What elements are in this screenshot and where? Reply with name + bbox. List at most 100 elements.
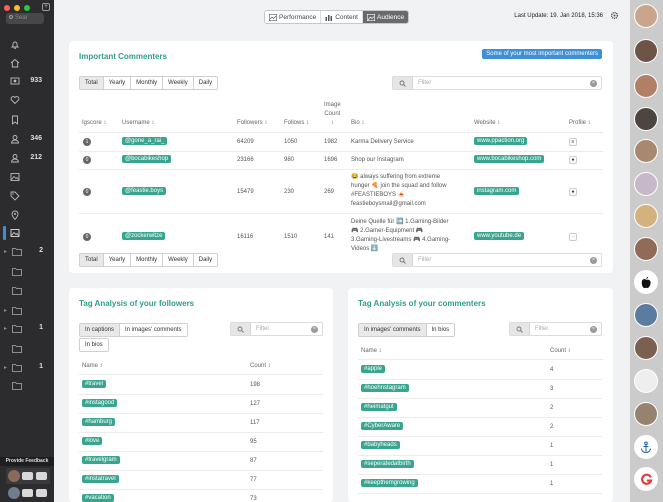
period-yearly[interactable]: Yearly [103, 77, 132, 89]
users-icon[interactable] [9, 133, 21, 144]
avatar[interactable] [634, 369, 658, 393]
home-icon[interactable] [9, 57, 21, 68]
hashtag[interactable]: #travelgram [82, 456, 120, 464]
period-total[interactable]: Total [80, 77, 104, 89]
option-in-images-comments[interactable]: In images' comments [120, 324, 187, 336]
period-daily[interactable]: Daily [193, 254, 218, 266]
avatar[interactable] [634, 237, 658, 261]
col-website[interactable]: Website ↕ [474, 120, 501, 126]
website-link[interactable]: www.ppaction.org [474, 137, 528, 145]
commenters-tag-filter-input[interactable]: Filter × [509, 322, 602, 336]
hashtag[interactable]: #seperatedatbirth [361, 460, 414, 468]
option-in-captions[interactable]: In captions [80, 324, 121, 336]
col-count[interactable]: Count ↕ [250, 363, 271, 369]
gear-icon[interactable] [610, 11, 619, 20]
provide-feedback-button[interactable]: Provide Feedback [0, 457, 54, 466]
hashtag[interactable]: #CyberAware [361, 422, 404, 430]
sidebar-search-input[interactable]: Sear [6, 13, 44, 24]
option-in-images-comments[interactable]: In images' comments [359, 324, 427, 336]
apple-icon[interactable] [634, 270, 658, 294]
hashtag[interactable]: #instatravel [82, 475, 119, 483]
profile-icon[interactable]: ≡ [569, 138, 577, 146]
hashtag[interactable]: #instagood [82, 399, 118, 407]
tab-content[interactable]: Content [321, 11, 363, 23]
folder-item[interactable]: ▸ 1 [4, 363, 43, 372]
username-tag[interactable]: @gone_a_rai_ [122, 137, 168, 145]
image-icon[interactable] [9, 171, 21, 182]
profile-icon[interactable]: ● [569, 156, 577, 164]
col-name[interactable]: Name ↕ [361, 348, 382, 354]
avatar[interactable] [634, 4, 658, 28]
option-in-bios[interactable]: In bios [426, 324, 455, 336]
hashtag[interactable]: #apple [361, 365, 386, 373]
followers-tag-filter-input[interactable]: Filter × [230, 322, 323, 336]
photos-icon[interactable] [9, 75, 21, 86]
folder-item[interactable] [4, 343, 52, 354]
hashtag[interactable]: #vacation [82, 494, 114, 502]
folder-item[interactable]: ▸ [4, 305, 52, 316]
avatar[interactable] [634, 336, 658, 360]
brand-g-icon[interactable] [634, 467, 658, 491]
period-weekly[interactable]: Weekly [163, 254, 194, 266]
tab-performance[interactable]: Performance [265, 11, 322, 23]
avatar[interactable] [634, 74, 658, 98]
period-yearly[interactable]: Yearly [103, 254, 132, 266]
account-item[interactable] [6, 468, 50, 484]
col-bio[interactable]: Bio ↕ [351, 120, 365, 126]
col-count[interactable]: Count ↕ [550, 348, 571, 354]
period-weekly[interactable]: Weekly [163, 77, 194, 89]
location-icon[interactable] [9, 209, 21, 220]
minimize-window-button[interactable] [14, 5, 20, 11]
profile-icon[interactable]: ● [569, 188, 577, 196]
tab-audience[interactable]: Audience [363, 11, 409, 23]
col-profile[interactable]: Profile ↕ [569, 120, 591, 126]
period-monthly[interactable]: Monthly [131, 254, 164, 266]
zoom-window-button[interactable] [24, 5, 30, 11]
avatar[interactable] [634, 204, 658, 228]
account-item[interactable] [6, 485, 50, 501]
avatar[interactable] [634, 402, 658, 426]
website-link[interactable]: www.bocabikeshop.com [474, 155, 545, 163]
avatar[interactable] [634, 39, 658, 63]
folder-item[interactable] [4, 266, 52, 277]
clear-filter-icon[interactable]: × [590, 257, 597, 264]
period-monthly[interactable]: Monthly [131, 77, 164, 89]
profile-icon[interactable]: ○ [569, 233, 577, 241]
add-account-button[interactable]: + [42, 3, 50, 11]
hashtag[interactable]: #heimatgut [361, 403, 397, 411]
folder-item[interactable] [4, 285, 52, 296]
avatar[interactable] [634, 303, 658, 327]
hashtag[interactable]: #love [82, 437, 103, 445]
col-igscore[interactable]: Igscore ↕ [82, 120, 107, 126]
col-followers[interactable]: Followers ↕ [237, 120, 268, 126]
avatar[interactable] [634, 139, 658, 163]
close-window-button[interactable] [4, 5, 10, 11]
avatar[interactable] [634, 172, 658, 196]
hashtag[interactable]: #babyheads [361, 441, 400, 449]
commenters-filter-input[interactable]: Filter × [392, 76, 602, 90]
hashtag[interactable]: #hamburg [82, 418, 116, 426]
username-tag[interactable]: @zockerwitze [122, 232, 166, 240]
username-tag[interactable]: @bocabikeshop [122, 155, 172, 163]
bell-icon[interactable] [9, 39, 21, 50]
folder-item[interactable]: ▸ 1 [4, 324, 43, 333]
hashtag[interactable]: #travel [82, 380, 107, 388]
bookmark-icon[interactable] [9, 114, 21, 125]
audience-nav-icon[interactable] [9, 227, 21, 238]
hashtag[interactable]: #hoehnstagram [361, 384, 409, 392]
avatar[interactable] [634, 107, 658, 131]
period-total[interactable]: Total [80, 254, 104, 266]
col-name[interactable]: Name ↕ [82, 363, 103, 369]
col-image-count[interactable]: Image Count ↕ [324, 102, 341, 126]
option-in-bios[interactable]: In bios [80, 339, 108, 351]
col-follows[interactable]: Follows ↕ [284, 120, 310, 126]
follow-icon[interactable] [9, 152, 21, 163]
folder-item[interactable] [4, 380, 52, 391]
important-commenters-button[interactable]: Some of your most important commenters [482, 49, 602, 59]
website-link[interactable]: instagram.com [474, 187, 520, 195]
clear-filter-icon[interactable]: × [590, 326, 597, 333]
period-daily[interactable]: Daily [193, 77, 218, 89]
anchor-icon[interactable] [634, 435, 658, 459]
heart-icon[interactable] [9, 94, 21, 105]
tag-icon[interactable] [9, 190, 21, 201]
